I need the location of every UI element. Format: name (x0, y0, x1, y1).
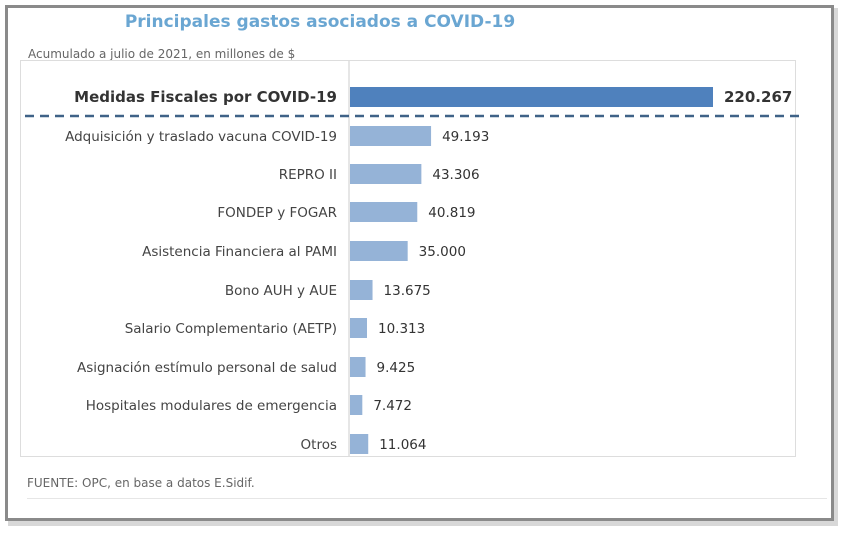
category-label: FONDEP y FOGAR (217, 205, 337, 221)
category-label: REPRO II (279, 167, 337, 183)
bar (350, 280, 373, 300)
category-label: Asistencia Financiera al PAMI (142, 244, 337, 260)
data-label: 9.425 (377, 360, 416, 376)
bar (350, 434, 369, 454)
category-label: Adquisición y traslado vacuna COVID-19 (65, 129, 337, 145)
chart-title: Principales gastos asociados a COVID-19 (124, 12, 516, 32)
bar (350, 87, 713, 107)
category-label: Salario Complementario (AETP) (125, 321, 337, 337)
data-label: 13.675 (384, 283, 431, 299)
data-label: 7.472 (373, 398, 412, 414)
data-label: 40.819 (428, 205, 475, 221)
category-label: Otros (301, 437, 337, 453)
source-note: FUENTE: OPC, en base a datos E.Sidif. (27, 476, 255, 490)
chart-subtitle: Acumulado a julio de 2021, en millones d… (28, 47, 296, 61)
bar (350, 164, 422, 184)
divider (27, 498, 827, 499)
category-label: Asignación estímulo personal de salud (77, 360, 337, 376)
data-label: 43.306 (432, 167, 479, 183)
category-label: Bono AUH y AUE (225, 283, 337, 299)
data-label: 11.064 (379, 437, 426, 453)
bar (350, 395, 363, 415)
bar (350, 126, 432, 146)
data-label: 49.193 (442, 129, 489, 145)
data-label: 220.267 (724, 88, 792, 106)
plot-area (20, 60, 796, 457)
category-label: Hospitales modulares de emergencia (86, 398, 337, 414)
data-label: 10.313 (378, 321, 425, 337)
category-label: Medidas Fiscales por COVID-19 (74, 88, 337, 106)
bar (350, 202, 418, 222)
bar (350, 357, 366, 377)
bar (350, 318, 367, 338)
data-label: 35.000 (419, 244, 466, 260)
bar (350, 241, 408, 261)
